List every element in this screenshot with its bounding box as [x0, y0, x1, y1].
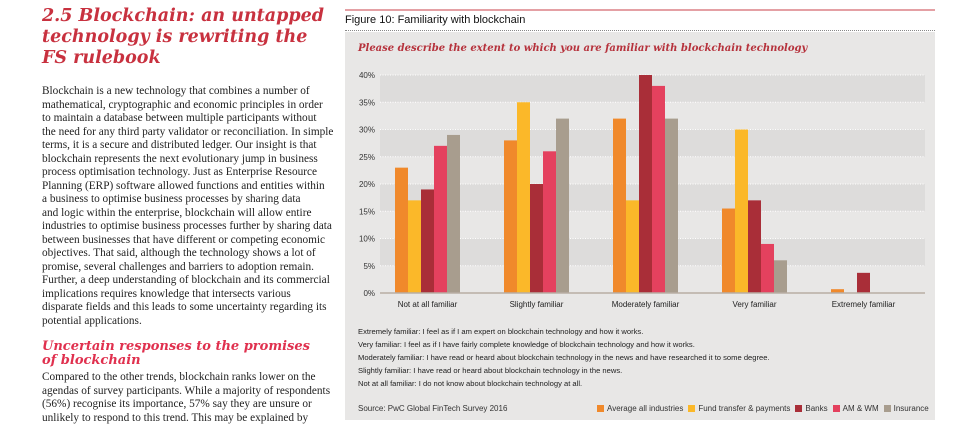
definition-line: Moderately familiar: I have read or hear…: [358, 352, 770, 365]
definition-line: Not at all familiar: I do not know about…: [358, 378, 770, 391]
y-tick-label: 15%: [359, 207, 375, 216]
y-tick-label: 35%: [359, 98, 375, 107]
bar-chart: 0% 5% 10% 15% 20% 25% 30% 35% 40% Not at all fami…: [345, 60, 935, 315]
figure-title: Figure 10: Familiarity with blockchain: [345, 14, 525, 26]
bar: [504, 140, 517, 293]
x-category-label: Not at all familiar: [398, 300, 458, 309]
text-line: (56%) recognise its importance, 57% say …: [42, 398, 342, 412]
text-line: promise, several challenges and barriers…: [42, 261, 342, 275]
legend-label: Average all industries: [607, 404, 683, 413]
chart-legend: Average all industries Fund transfer & pa…: [597, 404, 929, 413]
figure-source: Source: PwC Global FinTech Survey 2016: [358, 404, 507, 413]
text-line: Compared to the other trends, blockchain…: [42, 371, 342, 385]
bar: [556, 119, 569, 293]
bar: [665, 119, 678, 293]
subheading-line: of blockchain: [42, 354, 310, 368]
heading-line: FS rulebook: [42, 48, 332, 69]
legend-item: Fund transfer & payments: [688, 404, 790, 413]
legend-label: AM & WM: [843, 404, 879, 413]
text-line: implications requires knowledge that int…: [42, 288, 342, 302]
bar: [421, 189, 434, 293]
bar: [722, 209, 735, 293]
figure-top-rule: [345, 9, 935, 11]
text-line: a business to optimise business processe…: [42, 193, 342, 207]
definitions: Extremely familiar: I feel as if I am ex…: [358, 326, 770, 391]
text-line: to maintain a database between multiple …: [42, 112, 342, 126]
bar: [447, 135, 460, 293]
bar: [652, 86, 665, 293]
figure-divider: [345, 30, 935, 31]
body-paragraph-1: Blockchain is a new technology that comb…: [42, 85, 342, 328]
bar: [434, 146, 447, 293]
legend-item: Insurance: [884, 404, 929, 413]
heading-line: 2.5 Blockchain: an untapped: [42, 6, 332, 27]
legend-swatch: [884, 405, 891, 412]
bar: [735, 130, 748, 294]
legend-swatch: [795, 405, 802, 412]
text-line: the need for any third party validator o…: [42, 126, 342, 140]
text-line: mathematical, cryptographic and economic…: [42, 99, 342, 113]
text-line: disparate fields and this leads to some …: [42, 301, 342, 315]
subheading: Uncertain responses to the promises of b…: [42, 340, 310, 368]
legend-label: Banks: [805, 404, 827, 413]
text-line: terms, it is a secure and distributed le…: [42, 139, 342, 153]
text-line: potential applications.: [42, 315, 342, 329]
text-line: Planning (ERP) software allowed function…: [42, 180, 342, 194]
y-tick-label: 25%: [359, 153, 375, 162]
section-heading: 2.5 Blockchain: an untapped technology i…: [42, 6, 332, 69]
text-line: blockchain represents the next evolution…: [42, 153, 342, 167]
legend-label: Insurance: [894, 404, 929, 413]
legend-swatch: [688, 405, 695, 412]
bar: [857, 273, 870, 293]
bar: [543, 151, 556, 293]
bar: [774, 260, 787, 293]
x-category-label: Very familiar: [732, 300, 776, 309]
y-tick-label: 40%: [359, 71, 375, 80]
y-tick-label: 20%: [359, 180, 375, 189]
x-category-label: Extremely familiar: [832, 300, 896, 309]
x-category-label: Slightly familiar: [510, 300, 564, 309]
definition-line: Very familiar: I feel as if I have fairl…: [358, 339, 770, 352]
bar: [530, 184, 543, 293]
legend-item: Average all industries: [597, 404, 683, 413]
heading-line: technology is rewriting the: [42, 27, 332, 48]
body-paragraph-2: Compared to the other trends, blockchain…: [42, 371, 342, 425]
text-line: Further, a deep understanding of blockch…: [42, 274, 342, 288]
definition-line: Slightly familiar: I have read or heard …: [358, 365, 770, 378]
bar: [517, 102, 530, 293]
text-line: unlikely to respond to this trend. This …: [42, 412, 342, 425]
bar: [639, 75, 652, 293]
definition-line: Extremely familiar: I feel as if I am ex…: [358, 326, 770, 339]
bar: [395, 168, 408, 293]
text-line: industries to optimise business processe…: [42, 220, 342, 234]
x-category-label: Moderately familiar: [612, 300, 680, 309]
legend-label: Fund transfer & payments: [698, 404, 790, 413]
bar: [613, 119, 626, 293]
chart-title: Please describe the extent to which you …: [358, 43, 807, 54]
y-tick-label: 5%: [363, 262, 375, 271]
subheading-line: Uncertain responses to the promises: [42, 340, 310, 354]
text-line: process optimisation technology. Just as…: [42, 166, 342, 180]
text-line: Blockchain is a new technology that comb…: [42, 85, 342, 99]
y-tick-label: 0%: [363, 289, 375, 298]
bar: [408, 200, 421, 293]
text-line: objectives. That said, although the tech…: [42, 247, 342, 261]
legend-swatch: [597, 405, 604, 412]
legend-swatch: [833, 405, 840, 412]
text-line: agendas of survey participants. While a …: [42, 385, 342, 399]
bar: [761, 244, 774, 293]
legend-item: Banks: [795, 404, 827, 413]
bar: [626, 200, 639, 293]
y-tick-label: 30%: [359, 126, 375, 135]
text-line: between businesses that have different o…: [42, 234, 342, 248]
y-tick-label: 10%: [359, 235, 375, 244]
legend-item: AM & WM: [833, 404, 879, 413]
bar: [748, 200, 761, 293]
text-line: and logic within the enterprise, blockch…: [42, 207, 342, 221]
